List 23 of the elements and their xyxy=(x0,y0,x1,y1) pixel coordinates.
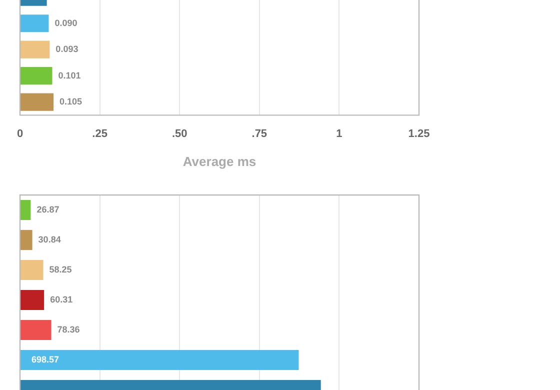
x-tick-label: .50 xyxy=(172,128,188,140)
bar xyxy=(20,230,32,250)
bar xyxy=(20,290,44,310)
x-tick-label: 1 xyxy=(336,128,342,140)
bar xyxy=(20,260,44,280)
data-label: 26.87 xyxy=(36,204,60,214)
data-label: 30.84 xyxy=(38,234,61,244)
data-label: 60.31 xyxy=(50,294,73,304)
x-tick-label: 0 xyxy=(16,128,24,140)
data-label: 58.25 xyxy=(49,264,72,274)
data-label: 0.093 xyxy=(56,44,78,54)
bar xyxy=(20,200,31,220)
x-tick-label: .75 xyxy=(252,128,268,140)
bar xyxy=(20,350,299,370)
x-axis-title: Average ms xyxy=(182,154,256,169)
data-label: 698.57 xyxy=(32,354,60,364)
data-label: 0.101 xyxy=(58,70,81,80)
data-label: 0.105 xyxy=(60,96,82,107)
data-label: 0.090 xyxy=(54,18,78,28)
data-label: 78.36 xyxy=(57,324,80,334)
x-tick-label: 1.25 xyxy=(408,128,430,140)
bar xyxy=(20,320,52,340)
x-tick-label: .25 xyxy=(92,128,108,140)
